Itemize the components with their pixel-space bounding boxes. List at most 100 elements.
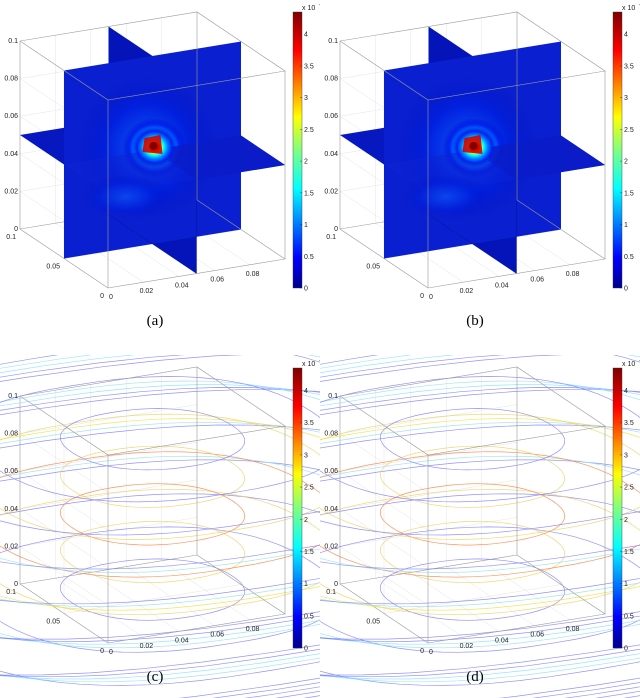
svg-text:0.1: 0.1 <box>328 393 338 400</box>
svg-text:0.1: 0.1 <box>6 234 16 241</box>
svg-text:x 10: x 10 <box>302 361 315 368</box>
svg-text:0: 0 <box>420 648 424 655</box>
svg-text:4: 4 <box>624 32 628 39</box>
svg-text:3.5: 3.5 <box>624 420 634 427</box>
svg-text:0.05: 0.05 <box>46 619 60 626</box>
svg-text:0.1: 0.1 <box>6 589 16 596</box>
svg-text:0.06: 0.06 <box>4 113 18 120</box>
svg-text:1.5: 1.5 <box>304 549 314 556</box>
svg-text:3: 3 <box>304 452 308 459</box>
svg-text:1: 1 <box>304 222 308 229</box>
svg-text:0.08: 0.08 <box>324 431 338 438</box>
svg-text:0.1: 0.1 <box>326 234 336 241</box>
svg-text:2.5: 2.5 <box>624 485 634 492</box>
svg-text:0.06: 0.06 <box>210 632 224 639</box>
svg-text:0.04: 0.04 <box>324 151 338 158</box>
svg-text:0.04: 0.04 <box>175 637 189 644</box>
svg-text:0.05: 0.05 <box>46 264 60 271</box>
svg-text:0.08: 0.08 <box>4 431 18 438</box>
svg-text:0: 0 <box>624 286 628 293</box>
svg-text:0.08: 0.08 <box>324 76 338 83</box>
svg-text:0.5: 0.5 <box>624 613 634 620</box>
caption-c: (c) <box>146 669 164 685</box>
panel-d: 0 0.02 0.04 0.06 0.08 0.1 0 0.05 0.1 0 0.02 0.04 0.0… <box>320 355 640 698</box>
svg-text:0.06: 0.06 <box>324 113 338 120</box>
svg-text:1: 1 <box>304 581 308 588</box>
svg-text:0.08: 0.08 <box>566 626 580 633</box>
svg-text:0.02: 0.02 <box>460 643 474 650</box>
svg-text:0.5: 0.5 <box>624 254 634 261</box>
svg-text:0.08: 0.08 <box>566 271 580 278</box>
svg-text:x 10: x 10 <box>622 5 635 12</box>
svg-text:4: 4 <box>624 388 628 395</box>
svg-text:0: 0 <box>14 226 18 233</box>
svg-text:3: 3 <box>624 95 628 102</box>
svg-text:0: 0 <box>429 649 433 656</box>
svg-text:0.08: 0.08 <box>246 626 260 633</box>
svg-text:0.04: 0.04 <box>324 506 338 513</box>
plot-a: 00.020.040.060.080.100.050.100.020.040.0… <box>4 2 320 301</box>
svg-text:x 10: x 10 <box>302 5 315 12</box>
svg-text:-5: -5 <box>319 2 320 9</box>
caption-d: (d) <box>466 669 484 685</box>
svg-text:1.5: 1.5 <box>624 549 634 556</box>
svg-text:2.5: 2.5 <box>304 127 314 134</box>
svg-text:2.5: 2.5 <box>624 127 634 134</box>
svg-text:0: 0 <box>304 646 308 653</box>
svg-text:0.04: 0.04 <box>175 282 189 289</box>
svg-text:0.08: 0.08 <box>246 271 260 278</box>
svg-text:0.04: 0.04 <box>495 282 509 289</box>
svg-text:0: 0 <box>109 294 113 301</box>
svg-text:0: 0 <box>100 648 104 655</box>
plot-b: 0 0.02 0.04 0.06 0.08 0.1 0 0.05 0.1 0 0.02 0.04 0.0… <box>324 2 640 301</box>
svg-text:0: 0 <box>100 293 104 300</box>
svg-text:2: 2 <box>624 159 628 166</box>
svg-text:0.08: 0.08 <box>4 76 18 83</box>
svg-text:1.5: 1.5 <box>624 190 634 197</box>
panel-c: 0 0.02 0.04 0.06 0.08 0.1 0 0.05 0.1 0 0.02 0.04 0.0… <box>0 355 320 698</box>
svg-text:4: 4 <box>304 388 308 395</box>
svg-text:0.1: 0.1 <box>8 38 18 45</box>
svg-text:0.04: 0.04 <box>4 151 18 158</box>
svg-text:1: 1 <box>624 222 628 229</box>
svg-text:0.06: 0.06 <box>530 277 544 284</box>
caption-b: (b) <box>466 313 484 329</box>
svg-text:0.02: 0.02 <box>140 288 154 295</box>
panel-a: 0 0.02 0.04 0.06 0.08 0.1 0 0.05 0.1 0 0.02 0.04 0.0… <box>0 0 320 343</box>
svg-text:0: 0 <box>14 581 18 588</box>
svg-text:0.5: 0.5 <box>304 254 314 261</box>
svg-text:0.02: 0.02 <box>140 643 154 650</box>
svg-text:0.02: 0.02 <box>4 188 18 195</box>
svg-text:0.05: 0.05 <box>366 264 380 271</box>
svg-text:0.5: 0.5 <box>304 613 314 620</box>
svg-text:0.02: 0.02 <box>324 188 338 195</box>
svg-text:4: 4 <box>304 32 308 39</box>
svg-text:1.5: 1.5 <box>304 190 314 197</box>
svg-text:0.04: 0.04 <box>495 637 509 644</box>
svg-text:0: 0 <box>624 646 628 653</box>
caption-a: (a) <box>146 313 164 329</box>
plot-c: 00.020.040.060.080.100.050.100.020.040.0… <box>0 355 320 698</box>
svg-text:0: 0 <box>420 293 424 300</box>
svg-text:-5: -5 <box>319 358 320 365</box>
panel-b: 0 0.02 0.04 0.06 0.08 0.1 0 0.05 0.1 0 0.02 0.04 0.0… <box>320 0 640 343</box>
svg-text:2: 2 <box>304 517 308 524</box>
svg-text:0.02: 0.02 <box>460 288 474 295</box>
svg-text:2: 2 <box>624 517 628 524</box>
svg-text:0.06: 0.06 <box>324 468 338 475</box>
svg-text:2.5: 2.5 <box>304 485 314 492</box>
svg-text:x 10: x 10 <box>622 361 635 368</box>
svg-text:1: 1 <box>624 581 628 588</box>
svg-text:0.1: 0.1 <box>326 589 336 596</box>
svg-text:0.1: 0.1 <box>328 38 338 45</box>
svg-text:0.04: 0.04 <box>4 506 18 513</box>
svg-text:0.02: 0.02 <box>4 543 18 550</box>
svg-text:0: 0 <box>109 649 113 656</box>
svg-text:0.06: 0.06 <box>4 468 18 475</box>
svg-text:0: 0 <box>429 294 433 301</box>
svg-text:3: 3 <box>624 452 628 459</box>
svg-text:3.5: 3.5 <box>304 63 314 70</box>
svg-text:3.5: 3.5 <box>624 63 634 70</box>
svg-text:0: 0 <box>334 581 338 588</box>
svg-text:0: 0 <box>304 286 308 293</box>
